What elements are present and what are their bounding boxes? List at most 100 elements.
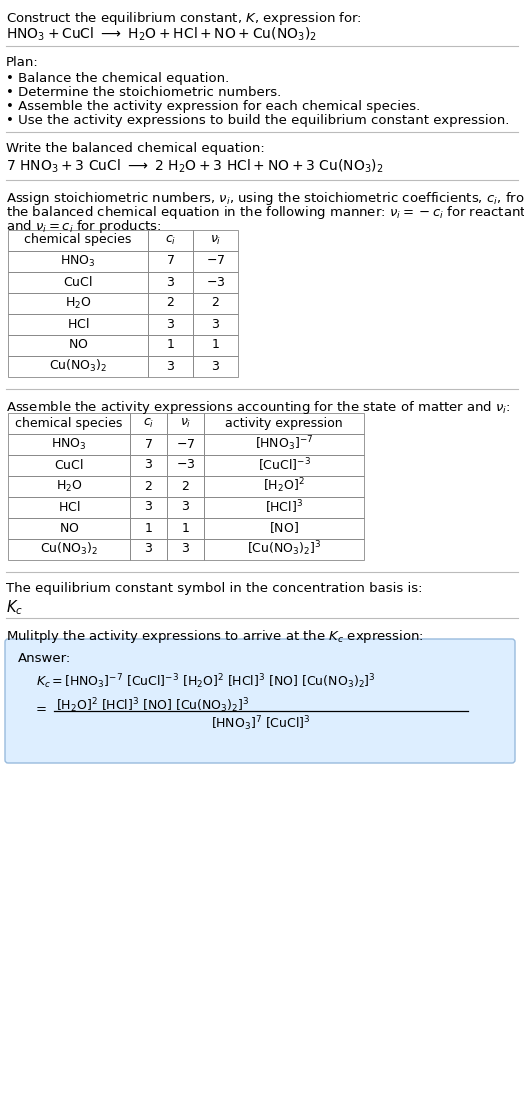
Text: $1$: $1$ [211, 339, 220, 351]
Bar [8, 357, 148, 377]
Bar [8, 251, 148, 272]
Text: and $\nu_i = c_i$ for products:: and $\nu_i = c_i$ for products: [6, 218, 161, 235]
Bar [8, 434, 130, 455]
Bar [193, 272, 238, 293]
Bar [167, 539, 204, 559]
Text: the balanced chemical equation in the following manner: $\nu_i = -c_i$ for react: the balanced chemical equation in the fo… [6, 204, 524, 220]
Text: $-7$: $-7$ [206, 255, 225, 268]
Text: $\mathrm{HCl}$: $\mathrm{HCl}$ [58, 500, 80, 514]
Text: $\mathrm{CuCl}$: $\mathrm{CuCl}$ [63, 275, 93, 289]
Text: Mulitply the activity expressions to arrive at the $K_c$ expression:: Mulitply the activity expressions to arr… [6, 627, 424, 645]
Text: 3: 3 [145, 500, 152, 513]
Bar [8, 314, 148, 335]
Text: $3$: $3$ [211, 317, 220, 330]
Text: $\mathrm{HNO_3}$: $\mathrm{HNO_3}$ [51, 437, 87, 452]
Text: 2: 2 [145, 479, 152, 493]
Text: • Determine the stoichiometric numbers.: • Determine the stoichiometric numbers. [6, 86, 281, 99]
Text: $-7$: $-7$ [176, 438, 195, 451]
Text: chemical species: chemical species [15, 417, 123, 430]
Bar [148, 293, 193, 314]
Text: Construct the equilibrium constant, $K$, expression for:: Construct the equilibrium constant, $K$,… [6, 10, 362, 27]
Text: $\mathrm{HNO_3}$: $\mathrm{HNO_3}$ [60, 253, 96, 269]
Text: $\mathrm{[CuCl]^{-3}}$: $\mathrm{[CuCl]^{-3}}$ [257, 456, 310, 474]
Text: $\mathrm{[HNO_3]^{-7}}$: $\mathrm{[HNO_3]^{-7}}$ [255, 434, 313, 453]
Text: 3: 3 [167, 275, 174, 289]
Text: $3$: $3$ [211, 360, 220, 373]
Text: $\mathrm{Cu(NO_3)_2}$: $\mathrm{Cu(NO_3)_2}$ [49, 358, 107, 374]
Bar [148, 272, 193, 293]
Text: $\nu_i$: $\nu_i$ [210, 234, 221, 247]
Bar [193, 230, 238, 251]
Bar [148, 357, 193, 377]
Bar [167, 497, 204, 518]
Text: $2$: $2$ [211, 296, 220, 309]
Text: $\nu_i$: $\nu_i$ [180, 417, 191, 430]
Bar [167, 518, 204, 539]
Bar [204, 518, 364, 539]
Text: $\mathrm{HNO_3 + CuCl\ \longrightarrow\ H_2O + HCl + NO + Cu(NO_3)_2}$: $\mathrm{HNO_3 + CuCl\ \longrightarrow\ … [6, 26, 317, 44]
Text: $\mathrm{NO}$: $\mathrm{NO}$ [59, 521, 79, 534]
Text: $\mathrm{[HNO_3]^{7}\ [CuCl]^{3}}$: $\mathrm{[HNO_3]^{7}\ [CuCl]^{3}}$ [211, 714, 311, 733]
Bar [130, 412, 167, 434]
Bar [8, 230, 148, 251]
Text: Plan:: Plan: [6, 56, 39, 69]
Text: $\mathrm{H_2O}$: $\mathrm{H_2O}$ [56, 478, 82, 494]
Bar [8, 272, 148, 293]
Text: $2$: $2$ [181, 479, 190, 493]
Bar [193, 357, 238, 377]
Bar [193, 293, 238, 314]
Bar [167, 434, 204, 455]
Bar [148, 335, 193, 357]
Bar [8, 412, 130, 434]
Bar [8, 539, 130, 559]
Bar [204, 455, 364, 476]
Text: $c_i$: $c_i$ [143, 417, 154, 430]
Text: 7: 7 [145, 438, 152, 451]
Bar [130, 518, 167, 539]
Text: The equilibrium constant symbol in the concentration basis is:: The equilibrium constant symbol in the c… [6, 583, 422, 595]
Text: activity expression: activity expression [225, 417, 343, 430]
Bar [204, 497, 364, 518]
Bar [204, 412, 364, 434]
Bar [8, 518, 130, 539]
Text: 3: 3 [167, 360, 174, 373]
Bar [8, 497, 130, 518]
Text: • Assemble the activity expression for each chemical species.: • Assemble the activity expression for e… [6, 100, 420, 113]
Text: 3: 3 [145, 543, 152, 555]
Bar [167, 455, 204, 476]
Text: $c_i$: $c_i$ [165, 234, 176, 247]
Text: $\mathrm{H_2O}$: $\mathrm{H_2O}$ [65, 295, 91, 310]
Text: Assign stoichiometric numbers, $\nu_i$, using the stoichiometric coefficients, $: Assign stoichiometric numbers, $\nu_i$, … [6, 190, 524, 207]
Bar [167, 412, 204, 434]
Text: =: = [36, 703, 47, 716]
Bar [204, 476, 364, 497]
Bar [8, 293, 148, 314]
Bar [130, 476, 167, 497]
Text: $-3$: $-3$ [206, 275, 225, 289]
Bar [130, 455, 167, 476]
Text: Assemble the activity expressions accounting for the state of matter and $\nu_i$: Assemble the activity expressions accoun… [6, 399, 511, 416]
Text: chemical species: chemical species [24, 234, 132, 247]
Bar [193, 335, 238, 357]
Text: $\mathrm{NO}$: $\mathrm{NO}$ [68, 339, 88, 351]
Text: $\mathrm{[Cu(NO_3)_2]^{3}}$: $\mathrm{[Cu(NO_3)_2]^{3}}$ [247, 540, 321, 558]
Bar [8, 476, 130, 497]
Bar [167, 476, 204, 497]
Text: $\mathrm{[HCl]^{3}}$: $\mathrm{[HCl]^{3}}$ [265, 498, 303, 516]
Bar [148, 314, 193, 335]
Text: $\mathrm{7\ HNO_3 + 3\ CuCl\ \longrightarrow\ 2\ H_2O + 3\ HCl + NO + 3\ Cu(NO_3: $\mathrm{7\ HNO_3 + 3\ CuCl\ \longrighta… [6, 158, 384, 176]
Text: $\mathrm{CuCl}$: $\mathrm{CuCl}$ [54, 459, 84, 472]
Text: 3: 3 [167, 317, 174, 330]
Bar [8, 335, 148, 357]
Text: 1: 1 [167, 339, 174, 351]
Text: Write the balanced chemical equation:: Write the balanced chemical equation: [6, 142, 265, 155]
Text: 3: 3 [145, 459, 152, 472]
Text: $\mathrm{HCl}$: $\mathrm{HCl}$ [67, 317, 89, 331]
Bar [130, 434, 167, 455]
FancyBboxPatch shape [5, 638, 515, 764]
Bar [148, 251, 193, 272]
Bar [193, 251, 238, 272]
Text: $\mathrm{Cu(NO_3)_2}$: $\mathrm{Cu(NO_3)_2}$ [40, 541, 98, 557]
Text: • Balance the chemical equation.: • Balance the chemical equation. [6, 72, 230, 84]
Text: $K_c$: $K_c$ [6, 598, 23, 617]
